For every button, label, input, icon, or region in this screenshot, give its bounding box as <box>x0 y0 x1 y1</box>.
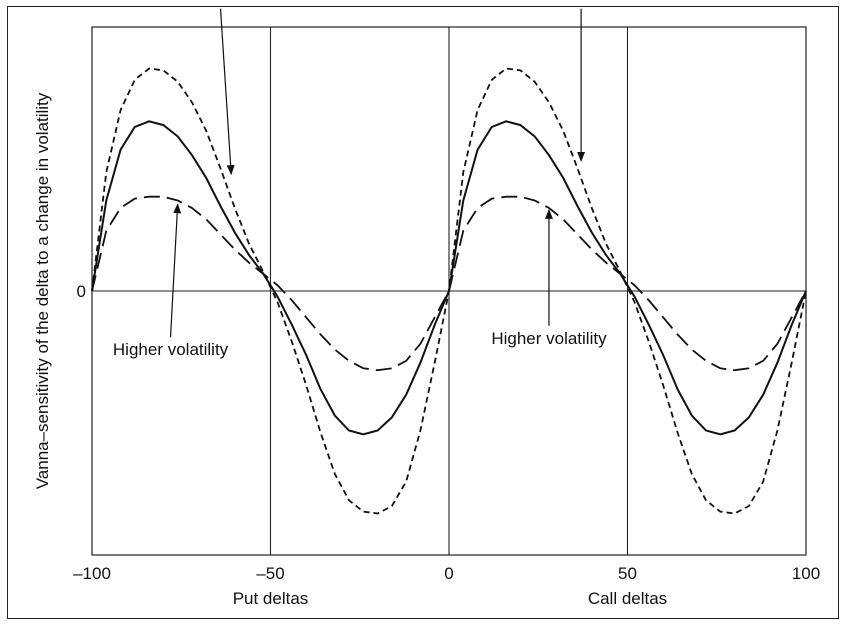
y-tick-label: 0 <box>77 282 86 301</box>
x-axis-label: Put deltas <box>233 589 309 608</box>
series-line-long-dash <box>91 195 807 372</box>
series-line-solid <box>91 120 807 436</box>
x-tick-label: 0 <box>444 564 453 583</box>
annotation-arrow <box>169 203 182 338</box>
y-axis-label: Vanna–sensitivity of the delta to a chan… <box>33 92 52 489</box>
series-layer <box>91 67 807 515</box>
x-tick-label: 50 <box>618 564 637 583</box>
xlabel-layer: Put deltas Call deltas <box>233 589 667 608</box>
x-tick-label: 100 <box>792 564 820 583</box>
tick-layer: –100 –50 0 50 100 0 <box>73 282 820 583</box>
annotation-label: Higher volatility <box>491 329 607 348</box>
annotation-label: Higher volatility <box>113 340 229 359</box>
x-tick-label: –50 <box>256 564 284 583</box>
annotation-arrow <box>219 8 235 176</box>
x-tick-label: –100 <box>73 564 111 583</box>
x-axis-label: Call deltas <box>588 589 667 608</box>
